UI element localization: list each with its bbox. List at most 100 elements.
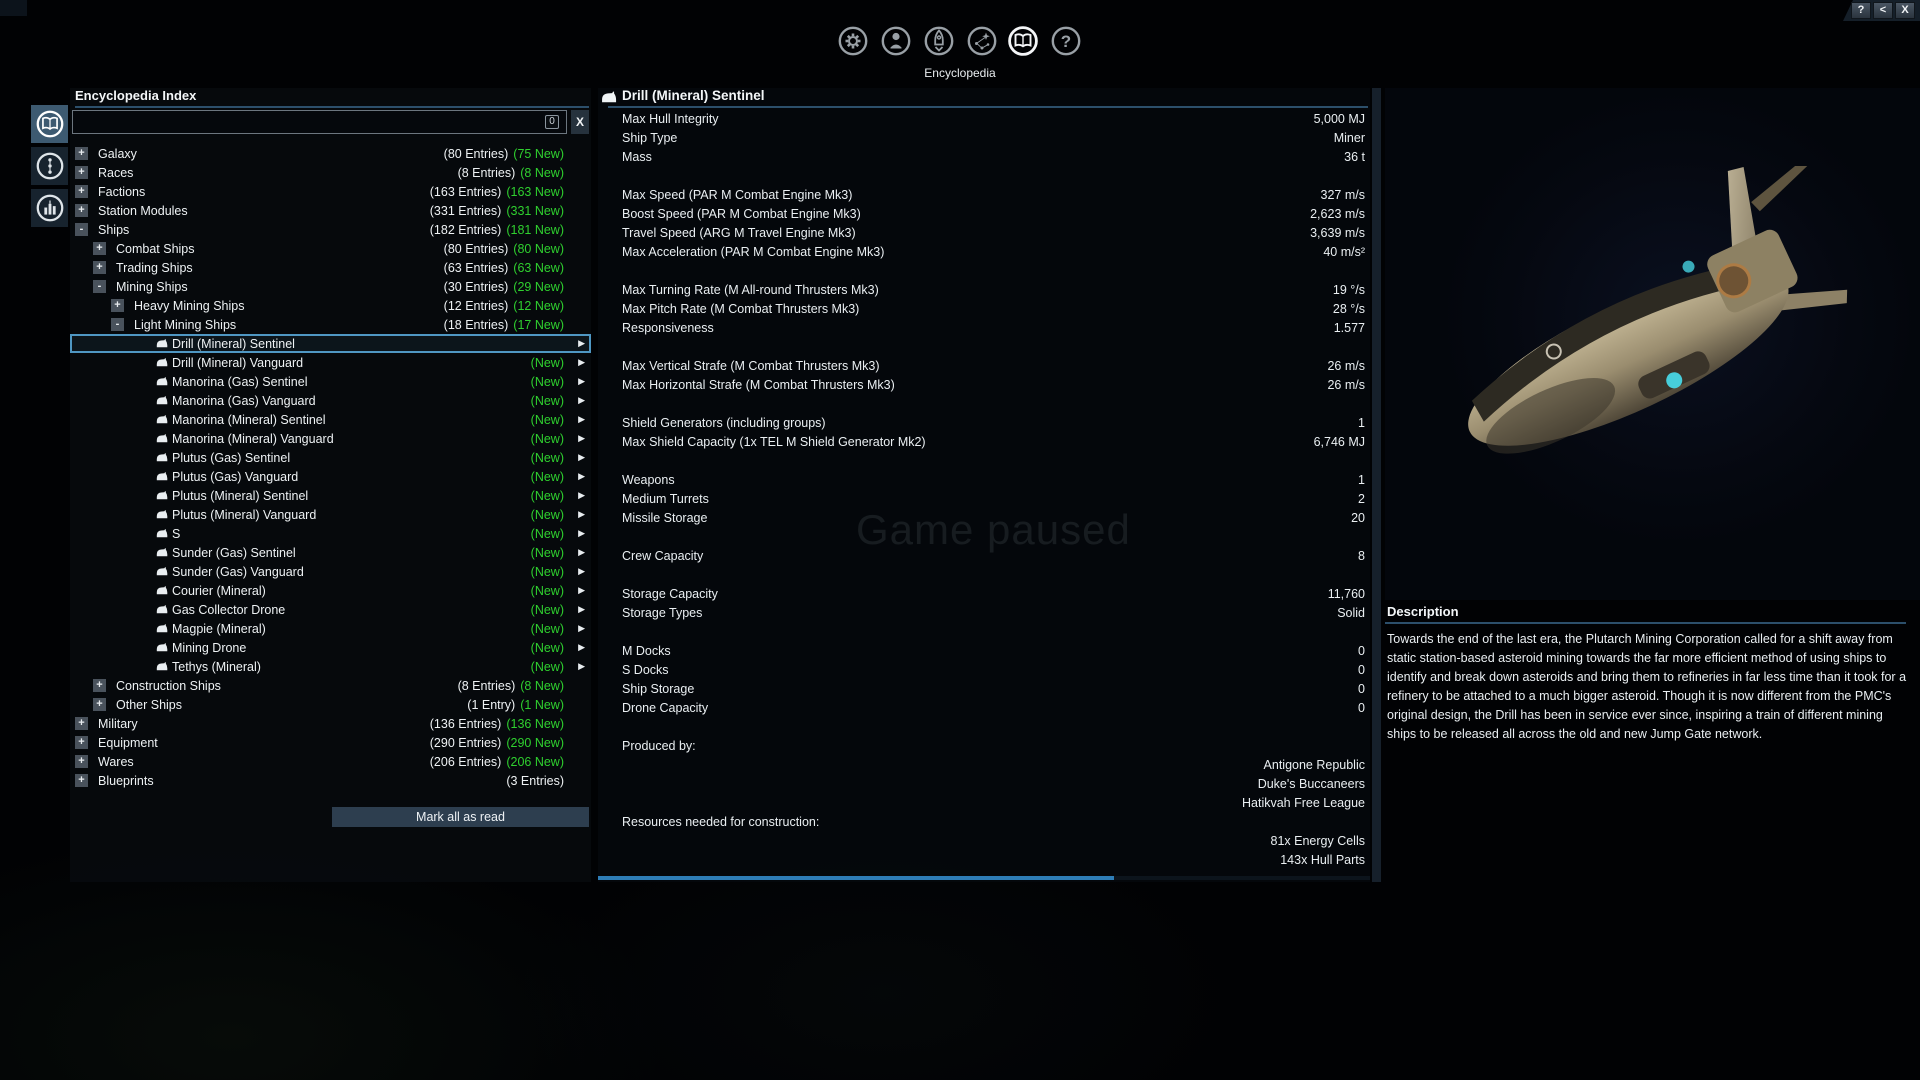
tree-item-category[interactable]: + Equipment (290 Entries) (290 New)	[70, 733, 591, 752]
expand-icon[interactable]: +	[93, 698, 106, 711]
help-icon[interactable]: ?	[1049, 24, 1083, 58]
new-count: (8 New)	[520, 678, 564, 693]
tree-item-ship[interactable]: Sunder (Gas) Sentinel (New) ▶	[70, 543, 591, 562]
stat-row: Duke's Buccaneers	[598, 774, 1370, 793]
chevron-right-icon[interactable]: ▶	[578, 338, 585, 348]
collapse-icon[interactable]: -	[111, 318, 124, 331]
chevron-right-icon[interactable]: ▶	[578, 414, 585, 424]
tree-item-ship[interactable]: Manorina (Gas) Sentinel (New) ▶	[70, 372, 591, 391]
chevron-right-icon[interactable]: ▶	[578, 452, 585, 462]
tree-item-category[interactable]: - Mining Ships (30 Entries) (29 New)	[70, 277, 591, 296]
entries-count: (182 Entries)	[429, 222, 502, 237]
indent	[70, 647, 156, 648]
tree-item-ship[interactable]: Plutus (Mineral) Vanguard (New) ▶	[70, 505, 591, 524]
expand-icon[interactable]: +	[75, 755, 88, 768]
chevron-right-icon[interactable]: ▶	[578, 566, 585, 576]
stat-label: Produced by:	[622, 738, 696, 753]
tree-item-ship[interactable]: Plutus (Gas) Sentinel (New) ▶	[70, 448, 591, 467]
tree-item-ship[interactable]: Gas Collector Drone (New) ▶	[70, 600, 591, 619]
tab-landmarks[interactable]	[31, 189, 68, 227]
chevron-right-icon[interactable]: ▶	[578, 547, 585, 557]
tree-item-category[interactable]: + Heavy Mining Ships (12 Entries) (12 New)	[70, 296, 591, 315]
expand-icon[interactable]: +	[75, 736, 88, 749]
chevron-right-icon[interactable]: ▶	[578, 433, 585, 443]
tree-item-ship[interactable]: Magpie (Mineral) (New) ▶	[70, 619, 591, 638]
entries-count: (3 Entries)	[506, 773, 564, 788]
tree-item-category[interactable]: + Wares (206 Entries) (206 New)	[70, 752, 591, 771]
starmap-icon[interactable]	[965, 24, 999, 58]
tree-item-ship[interactable]: Tethys (Mineral) (New) ▶	[70, 657, 591, 676]
collapse-icon[interactable]: -	[93, 280, 106, 293]
tree-item-ship[interactable]: Courier (Mineral) (New) ▶	[70, 581, 591, 600]
gear-icon[interactable]	[836, 24, 870, 58]
tree-item-ship[interactable]: Manorina (Mineral) Vanguard (New) ▶	[70, 429, 591, 448]
chevron-right-icon[interactable]: ▶	[578, 395, 585, 405]
close-button[interactable]: X	[1895, 2, 1915, 19]
chevron-right-icon[interactable]: ▶	[578, 357, 585, 367]
person-icon[interactable]	[879, 24, 913, 58]
chevron-right-icon[interactable]: ▶	[578, 661, 585, 671]
tree-item-category[interactable]: + Station Modules (331 Entries) (331 New)	[70, 201, 591, 220]
expand-icon[interactable]: +	[75, 166, 88, 179]
tree-item-label: Plutus (Gas) Sentinel	[172, 450, 291, 465]
chevron-right-icon[interactable]: ▶	[578, 604, 585, 614]
expand-icon[interactable]: +	[75, 717, 88, 730]
tree-item-ship[interactable]: Sunder (Gas) Vanguard (New) ▶	[70, 562, 591, 581]
stat-row: Boost Speed (PAR M Combat Engine Mk3) 2,6…	[598, 204, 1370, 223]
expand-icon[interactable]: +	[75, 204, 88, 217]
chevron-right-icon[interactable]: ▶	[578, 623, 585, 633]
tree-item-category[interactable]: - Ships (182 Entries) (181 New)	[70, 220, 591, 239]
tree-item-category[interactable]: + Trading Ships (63 Entries) (63 New)	[70, 258, 591, 277]
tree-item-category[interactable]: - Light Mining Ships (18 Entries) (17 New)	[70, 315, 591, 334]
expand-icon[interactable]: +	[111, 299, 124, 312]
tree-item-ship[interactable]: Plutus (Mineral) Sentinel (New) ▶	[70, 486, 591, 505]
tree-item-category[interactable]: + Construction Ships (8 Entries) (8 New)	[70, 676, 591, 695]
chevron-right-icon[interactable]: ▶	[578, 490, 585, 500]
rocket-icon[interactable]	[922, 24, 956, 58]
expand-icon[interactable]: +	[93, 261, 106, 274]
help-button[interactable]: ?	[1851, 2, 1871, 19]
chevron-right-icon[interactable]: ▶	[578, 528, 585, 538]
chevron-right-icon[interactable]: ▶	[578, 585, 585, 595]
expand-icon[interactable]: +	[93, 679, 106, 692]
expand-icon[interactable]: +	[75, 147, 88, 160]
tree-item-category[interactable]: + Blueprints (3 Entries)	[70, 771, 591, 790]
tree-item-category[interactable]: + Races (8 Entries) (8 New)	[70, 163, 591, 182]
tree-item-ship[interactable]: Plutus (Gas) Vanguard (New) ▶	[70, 467, 591, 486]
expand-icon[interactable]: +	[75, 185, 88, 198]
tree-item-category[interactable]: + Military (136 Entries) (136 New)	[70, 714, 591, 733]
expand-icon[interactable]: +	[75, 774, 88, 787]
search-input[interactable]	[72, 110, 567, 134]
tree-item-label: Blueprints	[98, 773, 154, 788]
stat-label: Medium Turrets	[622, 491, 709, 506]
tree-item-ship[interactable]: Mining Drone (New) ▶	[70, 638, 591, 657]
expand-icon[interactable]: +	[93, 242, 106, 255]
chevron-right-icon[interactable]: ▶	[578, 642, 585, 652]
ship-viewport[interactable]	[1385, 88, 1920, 600]
vertical-scrollbar-track[interactable]	[1372, 88, 1381, 882]
tab-encyclopedia[interactable]	[31, 105, 68, 143]
tree-item-label: Courier (Mineral)	[172, 583, 266, 598]
tree-item-category[interactable]: + Factions (163 Entries) (163 New)	[70, 182, 591, 201]
tree-item-category[interactable]: + Galaxy (80 Entries) (75 New)	[70, 144, 591, 163]
chevron-right-icon[interactable]: ▶	[578, 509, 585, 519]
open-book-icon[interactable]	[1006, 24, 1040, 58]
search-clear-button[interactable]: X	[571, 110, 589, 134]
tree-item-category[interactable]: + Combat Ships (80 Entries) (80 New)	[70, 239, 591, 258]
tree-item-label: Factions	[98, 184, 146, 199]
tree-item-ship[interactable]: S (New) ▶	[70, 524, 591, 543]
chevron-right-icon[interactable]: ▶	[578, 376, 585, 386]
collapse-icon[interactable]: -	[75, 223, 88, 236]
tree-item-category[interactable]: + Other Ships (1 Entry) (1 New)	[70, 695, 591, 714]
chevron-right-icon[interactable]: ▶	[578, 471, 585, 481]
back-button[interactable]: <	[1873, 2, 1893, 19]
horizontal-scrollbar-thumb[interactable]	[598, 876, 1114, 880]
mark-all-as-read-button[interactable]: Mark all as read	[332, 807, 589, 827]
tree-item-ship[interactable]: Manorina (Gas) Vanguard (New) ▶	[70, 391, 591, 410]
stat-value: 0	[1358, 643, 1365, 658]
tree-item-ship[interactable]: Drill (Mineral) Sentinel ▶	[70, 334, 591, 353]
new-count: (8 New)	[520, 165, 564, 180]
tab-waypoints[interactable]	[31, 147, 68, 185]
tree-item-ship[interactable]: Drill (Mineral) Vanguard (New) ▶	[70, 353, 591, 372]
tree-item-ship[interactable]: Manorina (Mineral) Sentinel (New) ▶	[70, 410, 591, 429]
